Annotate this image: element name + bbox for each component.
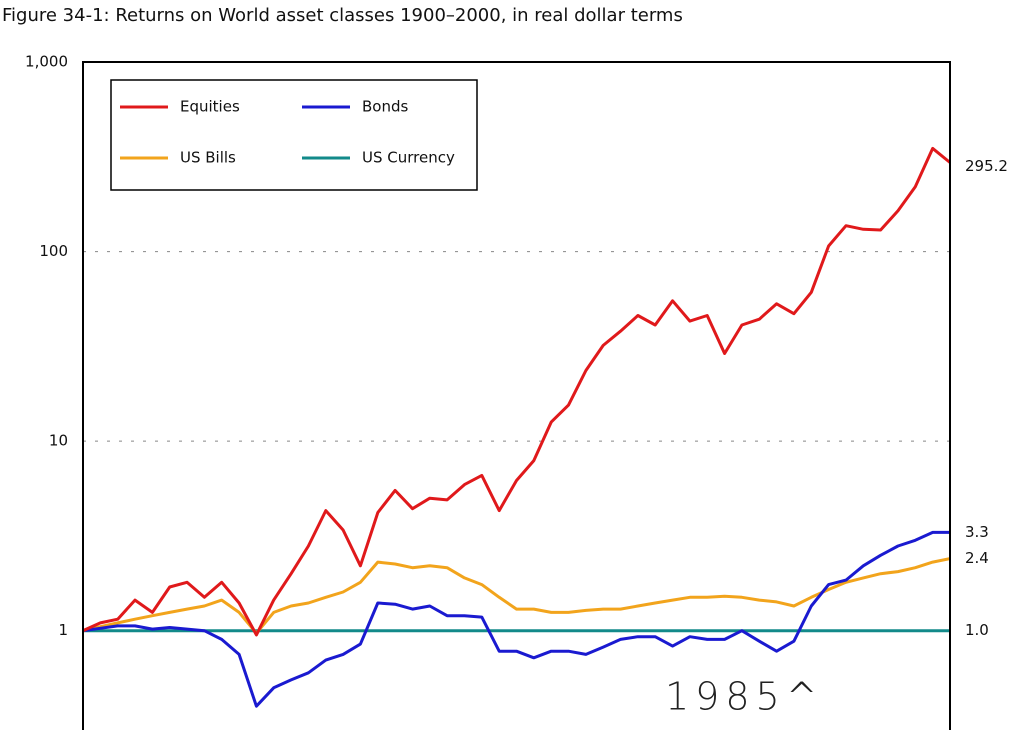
end-value-label: 295.2: [965, 157, 1008, 175]
series-line: [83, 146, 950, 637]
legend-label: Bonds: [362, 98, 408, 116]
legend-box: [110, 79, 478, 191]
plot-lines: [83, 146, 950, 708]
end-value-label: 1.0: [965, 621, 989, 639]
legend: Equities Bonds US Bills US Currency: [120, 98, 455, 167]
y-tick-label: 10: [49, 432, 68, 450]
y-tick-label: 1: [58, 621, 68, 639]
legend-label: US Currency: [362, 149, 455, 167]
legend-label: US Bills: [180, 149, 236, 167]
end-value-label: 3.3: [965, 523, 989, 541]
end-value-label: 2.4: [965, 549, 989, 567]
y-tick-label: 100: [39, 242, 68, 260]
y-tick-label: 1,000: [25, 53, 68, 71]
plot-frame: [82, 61, 951, 730]
legend-label: Equities: [180, 98, 240, 116]
annotation: 1985^: [665, 675, 824, 719]
series-line: [83, 557, 950, 635]
chart-title: Figure 34-1: Returns on World asset clas…: [2, 5, 683, 26]
series-line: [83, 530, 950, 708]
